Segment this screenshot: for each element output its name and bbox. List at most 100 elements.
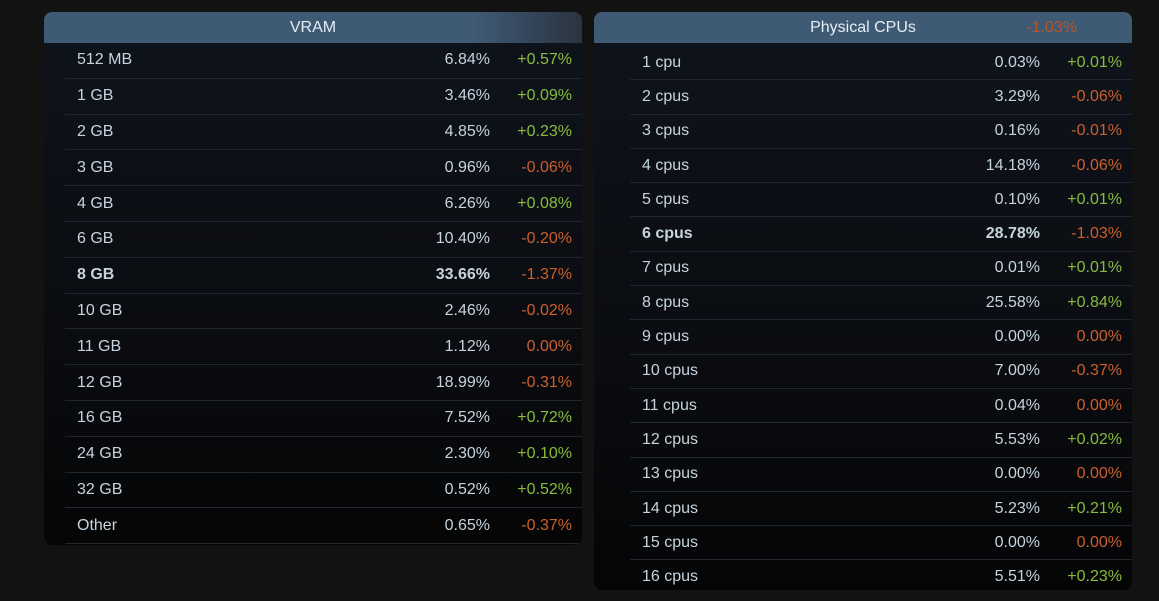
row-label: 512 MB [77, 51, 133, 69]
table-row: 16 GB 7.52% +0.72% [65, 401, 582, 437]
table-row: 4 GB 6.26% +0.08% [65, 186, 582, 222]
row-percent: 0.00% [994, 328, 1040, 346]
table-row: 15 cpus 0.00% 0.00% [630, 526, 1132, 561]
table-row: 2 GB 4.85% +0.23% [65, 115, 582, 151]
row-percent: 0.04% [994, 396, 1040, 414]
row-label: Other [77, 516, 118, 534]
cpu-panel: Physical CPUs -1.03% 1 cpu 0.03% +0.01% 2 c… [594, 12, 1132, 590]
row-label: 11 GB [77, 337, 122, 355]
row-change: +0.02% [1067, 430, 1122, 448]
table-row: 24 GB 2.30% +0.10% [65, 437, 582, 473]
table-row: 10 GB 2.46% -0.02% [65, 294, 582, 330]
row-change: +0.08% [517, 194, 572, 212]
row-change: -0.37% [521, 516, 572, 534]
row-label: 1 cpu [642, 53, 682, 71]
row-label: 2 GB [77, 122, 114, 140]
row-percent: 2.46% [444, 301, 490, 319]
row-change: +0.52% [517, 480, 572, 498]
table-row: 7 cpus 0.01% +0.01% [630, 252, 1132, 287]
table-row: 512 MB 6.84% +0.57% [65, 43, 582, 79]
table-row: 32 GB 0.52% +0.52% [65, 473, 582, 509]
row-label: 8 cpus [642, 293, 690, 311]
row-change: +0.09% [517, 87, 572, 105]
cpu-header: Physical CPUs -1.03% [594, 12, 1132, 43]
table-row: 1 cpu 0.03% +0.01% [630, 46, 1132, 81]
row-percent: 0.96% [444, 158, 490, 176]
row-change: +0.23% [517, 122, 572, 140]
row-percent: 0.16% [994, 122, 1040, 140]
row-change: +0.01% [1067, 190, 1122, 208]
row-label: 3 cpus [642, 122, 690, 140]
row-change: -1.37% [521, 266, 572, 284]
row-label: 3 GB [77, 158, 114, 176]
row-change: -0.20% [521, 230, 572, 248]
row-percent: 7.52% [444, 409, 490, 427]
row-percent: 3.46% [444, 87, 490, 105]
row-change: +0.10% [517, 445, 572, 463]
panel-title: Physical CPUs [810, 19, 916, 36]
row-change: -0.06% [521, 158, 572, 176]
row-percent: 6.26% [444, 194, 490, 212]
table-row: 9 cpus 0.00% 0.00% [630, 320, 1132, 355]
row-change: -0.06% [1071, 156, 1122, 174]
row-change: +0.72% [517, 409, 572, 427]
vram-rows: 512 MB 6.84% +0.57% 1 GB 3.46% +0.09% 2 GB 4.85… [65, 43, 582, 545]
row-label: 4 GB [77, 194, 114, 212]
row-change: +0.01% [1067, 53, 1122, 71]
table-row: 16 cpus 5.51% +0.23% [630, 560, 1132, 590]
row-percent: 3.29% [994, 87, 1040, 105]
row-percent: 14.18% [985, 156, 1040, 174]
table-row: 14 cpus 5.23% +0.21% [630, 492, 1132, 527]
row-change: 0.00% [1076, 533, 1122, 551]
row-label: 12 GB [77, 373, 123, 391]
row-change: 0.00% [1076, 465, 1122, 483]
row-change: 0.00% [1076, 328, 1122, 346]
row-change: +0.01% [1067, 259, 1122, 277]
row-change: -0.02% [521, 301, 572, 319]
row-percent: 25.58% [985, 293, 1040, 311]
row-label: 6 cpus [642, 225, 693, 243]
cpu-rows: 1 cpu 0.03% +0.01% 2 cpus 3.29% -0.06% 3 cpus 0… [630, 46, 1132, 590]
row-percent: 0.00% [994, 465, 1040, 483]
table-row: 5 cpus 0.10% +0.01% [630, 183, 1132, 218]
row-label: 4 cpus [642, 156, 690, 174]
row-percent: 28.78% [985, 225, 1040, 243]
row-percent: 5.23% [994, 499, 1040, 517]
row-percent: 0.00% [994, 533, 1040, 551]
row-change: -0.37% [1071, 362, 1122, 380]
row-label: 9 cpus [642, 328, 690, 346]
row-percent: 0.65% [444, 516, 490, 534]
table-row: 8 cpus 25.58% +0.84% [630, 286, 1132, 321]
table-row: 8 GB 33.66% -1.37% [65, 258, 582, 294]
vram-panel: VRAM 512 MB 6.84% +0.57% 1 GB 3.46% +0.09% 2 G… [44, 12, 582, 545]
row-percent: 1.12% [444, 337, 490, 355]
table-row: 3 GB 0.96% -0.06% [65, 150, 582, 187]
row-label: 1 GB [77, 87, 114, 105]
row-label: 13 cpus [642, 465, 699, 483]
table-row: 4 cpus 14.18% -0.06% [630, 149, 1132, 184]
row-label: 15 cpus [642, 533, 699, 551]
row-label: 6 GB [77, 230, 114, 248]
table-row: 10 cpus 7.00% -0.37% [630, 355, 1132, 389]
row-percent: 0.52% [444, 480, 490, 498]
row-label: 2 cpus [642, 87, 690, 105]
row-percent: 0.03% [994, 53, 1040, 71]
table-row: 1 GB 3.46% +0.09% [65, 79, 582, 115]
row-percent: 5.51% [994, 568, 1040, 586]
row-percent: 2.30% [444, 445, 490, 463]
row-change: -0.06% [1071, 87, 1122, 105]
row-change: 0.00% [1076, 396, 1122, 414]
table-row: Other 0.65% -0.37% [65, 508, 582, 545]
panel-title: VRAM [289, 19, 337, 36]
row-label: 10 GB [77, 301, 123, 319]
row-label: 5 cpus [642, 190, 690, 208]
row-percent: 5.53% [994, 430, 1040, 448]
table-row: 13 cpus 0.00% 0.00% [630, 458, 1132, 492]
row-change: -0.01% [1071, 122, 1122, 140]
table-row: 11 cpus 0.04% 0.00% [630, 389, 1132, 424]
row-label: 11 cpus [642, 396, 697, 414]
row-percent: 10.40% [435, 230, 490, 248]
table-row: 3 cpus 0.16% -0.01% [630, 115, 1132, 149]
row-label: 10 cpus [642, 362, 699, 380]
row-change: -0.31% [521, 373, 572, 391]
